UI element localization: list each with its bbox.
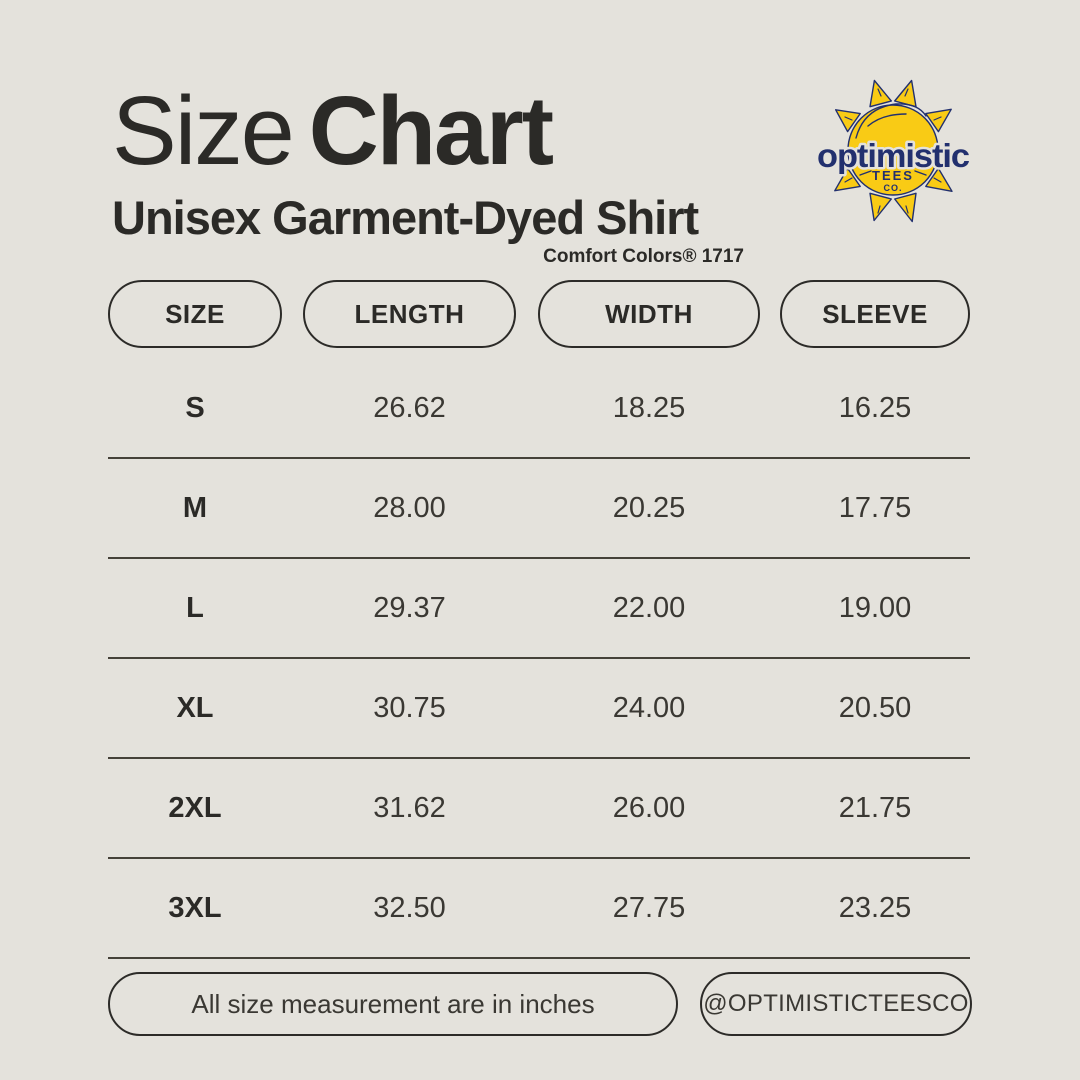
sleeve-value: 20.50 <box>838 691 912 724</box>
size-label: 2XL <box>168 791 222 824</box>
header: Size Chart Unisex Garment-Dyed Shirt Comf… <box>112 82 744 268</box>
sleeve-value: 23.25 <box>838 891 912 924</box>
table-row: XL 30.75 24.00 20.50 <box>108 659 970 759</box>
brand-line2: TEES <box>872 168 914 183</box>
width-value: 20.25 <box>612 491 686 524</box>
length-value: 32.50 <box>373 891 446 924</box>
table-row: M 28.00 20.25 17.75 <box>108 459 970 559</box>
units-note-badge: All size measurement are in inches <box>108 972 678 1036</box>
page-title-regular: Size <box>112 76 295 185</box>
column-header-length: LENGTH <box>303 280 516 348</box>
size-label: L <box>186 591 204 624</box>
subtitle-block: Unisex Garment-Dyed Shirt Comfort Colors… <box>112 193 744 268</box>
brand-logo: optimistic TEES CO. <box>815 79 973 223</box>
table-row: L 29.37 22.00 19.00 <box>108 559 970 659</box>
table-row: S 26.62 18.25 16.25 <box>108 359 970 459</box>
table-row: 3XL 32.50 27.75 23.25 <box>108 859 970 959</box>
width-value: 24.00 <box>612 691 686 724</box>
table-header-row: SIZE LENGTH WIDTH SLEEVE <box>108 280 970 348</box>
social-handle-badge: @OPTIMISTICTEESCO <box>700 972 972 1036</box>
page-title-bold: Chart <box>308 76 554 185</box>
product-note: Comfort Colors® 1717 <box>543 246 744 268</box>
width-value: 18.25 <box>612 391 686 424</box>
brand-wordmark: optimistic <box>817 137 970 174</box>
size-label: M <box>182 491 208 524</box>
width-value: 22.00 <box>612 591 686 624</box>
sleeve-value: 16.25 <box>838 391 912 424</box>
table-body: S 26.62 18.25 16.25 M 28.00 20.25 17.75 … <box>108 359 970 959</box>
size-label: XL <box>176 691 214 724</box>
sleeve-value: 17.75 <box>838 491 912 524</box>
sleeve-value: 21.75 <box>838 791 912 824</box>
length-value: 31.62 <box>373 791 446 824</box>
sun-icon: optimistic TEES CO. <box>815 79 973 223</box>
size-table: SIZE LENGTH WIDTH SLEEVE S 26.62 18.25 1… <box>108 280 970 959</box>
length-value: 29.37 <box>373 591 446 624</box>
column-header-size: SIZE <box>108 280 282 348</box>
size-label: S <box>185 391 205 424</box>
column-header-width: WIDTH <box>538 280 760 348</box>
sleeve-value: 19.00 <box>838 591 912 624</box>
page-title: Size Chart <box>112 82 744 179</box>
length-value: 26.62 <box>373 391 446 424</box>
width-value: 27.75 <box>612 891 686 924</box>
product-subtitle: Unisex Garment-Dyed Shirt <box>112 191 699 244</box>
brand-line3: CO. <box>883 183 902 193</box>
table-row: 2XL 31.62 26.00 21.75 <box>108 759 970 859</box>
width-value: 26.00 <box>612 791 686 824</box>
length-value: 28.00 <box>373 491 446 524</box>
length-value: 30.75 <box>373 691 446 724</box>
size-label: 3XL <box>168 891 222 924</box>
column-header-sleeve: SLEEVE <box>780 280 970 348</box>
